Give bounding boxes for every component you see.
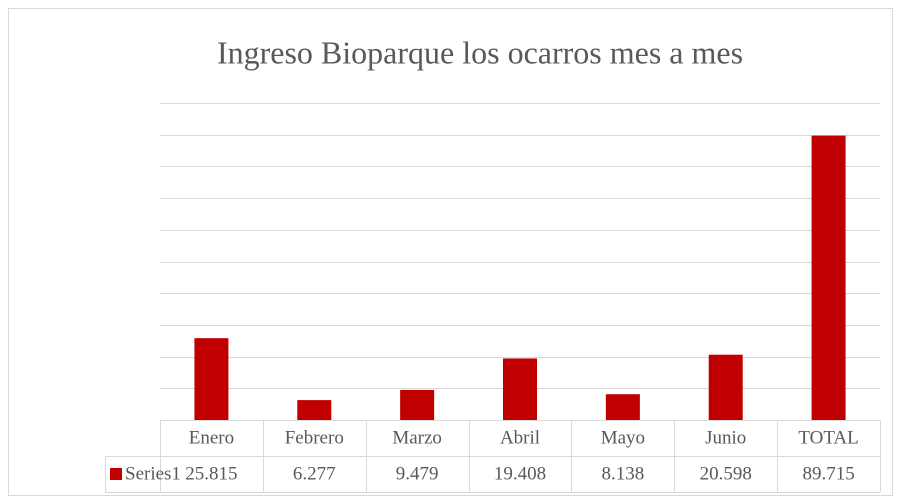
bar [811,135,846,420]
data-table-value: 20.598 [700,463,752,484]
chart-title: Ingreso Bioparque los ocarros mes a mes [217,34,743,70]
chart-border [8,8,893,496]
data-table-value: 8.138 [601,463,644,484]
x-tick-label: Abril [500,427,540,448]
x-tick-label: Junio [705,427,746,448]
bar [503,358,537,420]
x-tick-label: TOTAL [798,427,858,448]
bar [708,354,743,420]
x-tick-label: Mayo [601,427,645,448]
data-table-value: 89.715 [802,463,854,484]
data-table-value: 25.815 [185,463,237,484]
data-table-value: 19.408 [494,463,546,484]
bar [400,389,435,420]
legend-swatch [110,468,122,480]
x-tick-label: Febrero [285,427,344,448]
legend-label: Series1 [125,463,181,484]
bar [605,394,640,420]
bar [297,400,332,420]
data-table-value: 6.277 [293,463,336,484]
bar [194,338,229,420]
x-tick-label: Enero [189,427,234,448]
x-tick-label: Marzo [392,427,442,448]
data-table-value: 9.479 [396,463,439,484]
